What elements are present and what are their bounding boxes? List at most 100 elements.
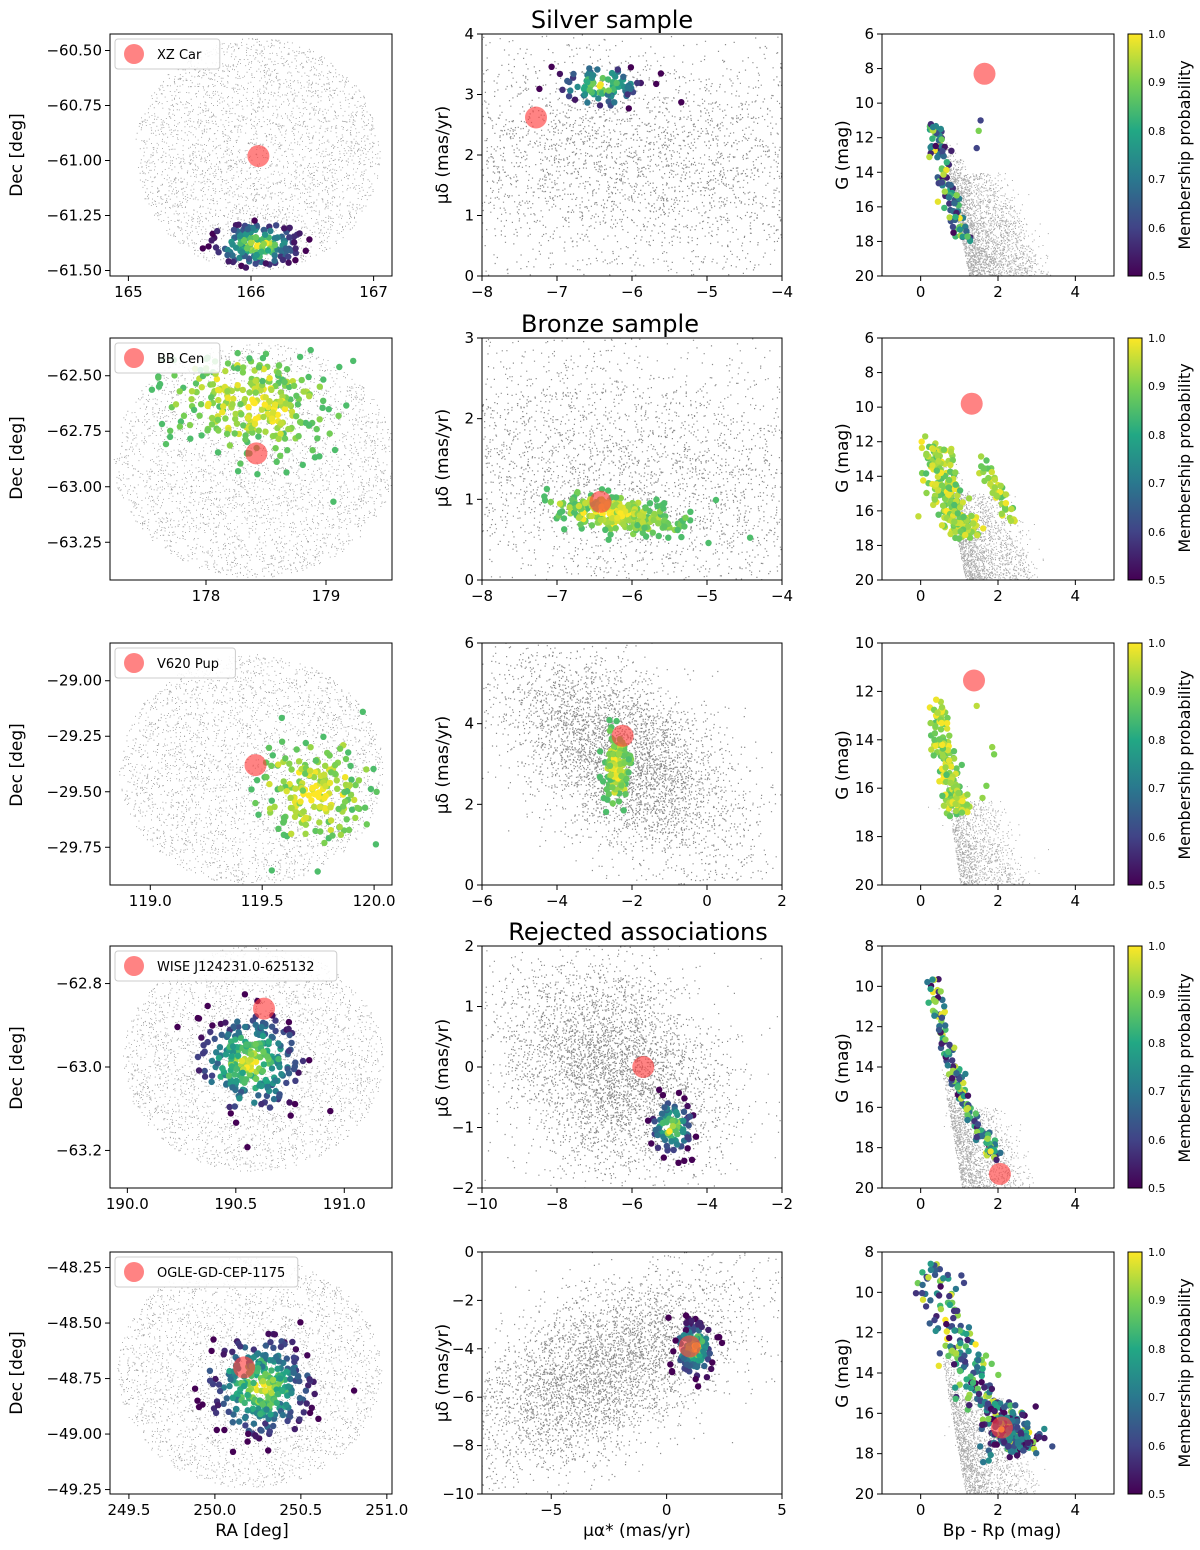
member-stars (912, 1260, 1056, 1466)
member-stars (644, 1086, 700, 1167)
member-star (205, 243, 212, 250)
member-star (966, 534, 974, 541)
member-star (940, 802, 948, 809)
member-star (269, 752, 276, 759)
member-star (665, 534, 672, 541)
member-star (660, 505, 667, 512)
member-star (273, 222, 280, 229)
member-star (195, 1015, 203, 1022)
member-star (988, 468, 995, 476)
member-star (952, 1350, 960, 1357)
y-tick-label: 12 (855, 682, 874, 700)
member-star (335, 805, 342, 813)
x-tick-label: −6 (621, 1195, 643, 1213)
member-star (234, 468, 242, 475)
member-star (278, 714, 285, 722)
x-tick-label: 179 (312, 587, 341, 605)
member-star (206, 1377, 214, 1384)
member-star (964, 1394, 972, 1402)
member-star (956, 1075, 963, 1083)
member-star (697, 1357, 704, 1364)
pm-ylabel-3: μδ (mas/yr) (433, 716, 453, 815)
member-star (973, 702, 980, 710)
member-star (588, 512, 595, 520)
member-star (216, 1044, 224, 1051)
member-star (233, 1077, 240, 1085)
legend-label: WISE J124231.0-625132 (157, 960, 314, 975)
member-star (963, 228, 970, 235)
member-star (250, 1420, 258, 1427)
member-star (267, 1339, 274, 1346)
member-star (1005, 1443, 1012, 1450)
member-star (269, 1376, 277, 1384)
member-stars (924, 976, 1004, 1164)
member-star (995, 1371, 1002, 1379)
colorbar-tick-label: 1.0 (1148, 332, 1166, 345)
member-star (543, 485, 551, 493)
member-star (268, 797, 275, 804)
member-star (946, 214, 953, 221)
field-stars (119, 654, 384, 885)
member-star (950, 748, 958, 755)
legend: WISE J124231.0-625132 (114, 950, 338, 982)
x-tick-label: −8 (471, 587, 493, 605)
member-star (344, 787, 351, 795)
member-star (213, 1426, 220, 1434)
member-star (355, 777, 363, 784)
member-star (296, 418, 304, 426)
member-star (292, 245, 299, 252)
member-star (1049, 1443, 1056, 1450)
member-star (990, 751, 998, 758)
member-star (235, 1029, 242, 1036)
cepheid-marker (525, 106, 547, 129)
y-tick-label: −10 (442, 1485, 474, 1503)
member-star (956, 226, 964, 233)
member-star (701, 1362, 708, 1370)
y-tick-label: 2 (464, 146, 474, 164)
member-star (285, 1047, 293, 1055)
member-star (1001, 1409, 1008, 1417)
member-star (326, 430, 333, 437)
y-tick-label: 14 (855, 731, 874, 749)
member-star (259, 1401, 266, 1408)
member-star (939, 147, 946, 155)
member-star (947, 468, 954, 475)
member-star (938, 179, 946, 186)
member-star (220, 1351, 227, 1358)
member-star (230, 1411, 237, 1418)
member-star (945, 484, 952, 491)
panel-cmd-2: 0 2 4 6 8 10 12 14 16 18 20 (855, 329, 1115, 605)
colorbar-label: Membership probability (1175, 60, 1194, 249)
colorbar-gradient (1127, 642, 1143, 886)
member-star (257, 1410, 264, 1418)
member-star (213, 1049, 220, 1056)
member-star (547, 498, 554, 506)
member-star (946, 1301, 954, 1309)
x-tick-label: −2 (771, 1195, 793, 1213)
sky-ylabel-1: Dec [deg] (7, 113, 27, 197)
member-star (956, 1327, 963, 1334)
member-star (634, 522, 641, 529)
member-star (946, 200, 953, 207)
member-star (952, 807, 960, 815)
member-star (345, 749, 352, 756)
member-star (942, 764, 949, 771)
colorbar-label: Membership probability (1175, 670, 1194, 859)
x-tick-label: −10 (466, 1195, 498, 1213)
member-star (244, 1438, 251, 1445)
member-star (282, 755, 289, 762)
member-star (287, 794, 294, 801)
member-star (208, 1072, 216, 1079)
member-star (315, 1415, 322, 1423)
member-star (935, 1026, 943, 1034)
member-star (309, 784, 316, 792)
member-star (982, 1352, 990, 1359)
member-star (271, 241, 279, 249)
member-star (655, 532, 662, 540)
member-star (953, 192, 960, 199)
member-star (1012, 1402, 1019, 1409)
x-tick-label: 5 (777, 1501, 787, 1519)
member-star (262, 394, 269, 401)
member-star (575, 514, 583, 522)
member-star (254, 1350, 262, 1357)
